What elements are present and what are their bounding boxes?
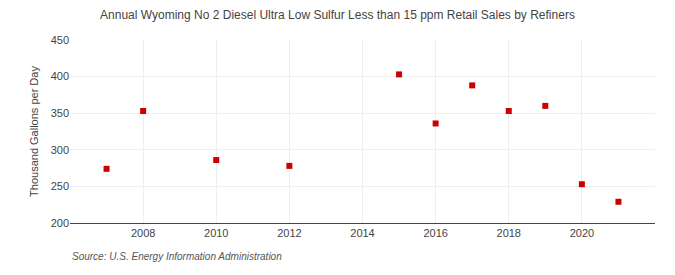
svg-text:Thousand Gallons per Day: Thousand Gallons per Day bbox=[28, 66, 40, 197]
svg-text:2018: 2018 bbox=[497, 227, 521, 239]
svg-text:2014: 2014 bbox=[350, 227, 374, 239]
svg-text:300: 300 bbox=[51, 144, 69, 156]
svg-text:2010: 2010 bbox=[204, 227, 228, 239]
svg-text:250: 250 bbox=[51, 180, 69, 192]
svg-text:450: 450 bbox=[51, 34, 69, 46]
svg-text:350: 350 bbox=[51, 107, 69, 119]
svg-text:Source: U.S. Energy Informatio: Source: U.S. Energy Information Administ… bbox=[72, 251, 282, 262]
svg-text:Annual Wyoming No 2 Diesel Ult: Annual Wyoming No 2 Diesel Ultra Low Sul… bbox=[100, 8, 575, 22]
svg-text:2008: 2008 bbox=[131, 227, 155, 239]
svg-text:2012: 2012 bbox=[277, 227, 301, 239]
svg-text:400: 400 bbox=[51, 70, 69, 82]
svg-text:2020: 2020 bbox=[570, 227, 594, 239]
svg-text:200: 200 bbox=[51, 217, 69, 229]
svg-text:2016: 2016 bbox=[423, 227, 447, 239]
